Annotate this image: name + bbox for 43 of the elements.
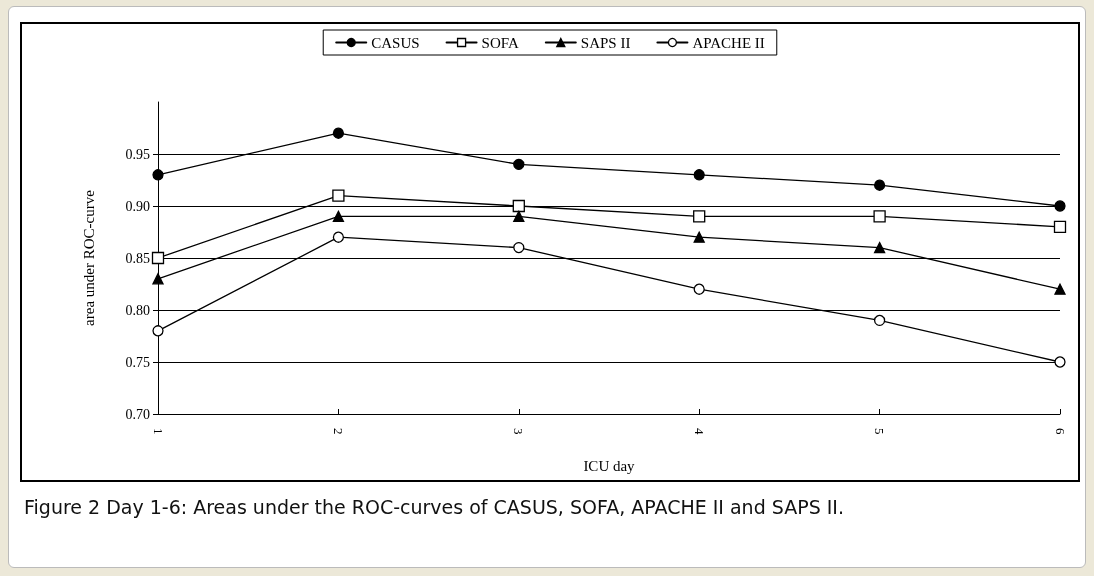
point xyxy=(151,251,165,265)
point xyxy=(513,241,525,254)
x-tick-label: 6 xyxy=(1052,428,1068,435)
point xyxy=(513,210,525,223)
x-tick-label: 3 xyxy=(511,428,527,435)
point xyxy=(1053,220,1067,233)
point xyxy=(152,325,164,337)
y-tick-label: 0.95 xyxy=(125,146,150,162)
point xyxy=(332,189,345,202)
point xyxy=(693,231,705,243)
legend-label: APACHE II xyxy=(692,34,765,51)
point xyxy=(152,169,164,181)
point xyxy=(873,210,886,223)
x-tick-label: 4 xyxy=(691,428,707,435)
y-axis-title: area under ROC-curve xyxy=(80,189,97,326)
point xyxy=(332,210,345,223)
point xyxy=(1054,200,1066,212)
y-tick-label: 0.70 xyxy=(125,406,150,422)
point xyxy=(693,169,705,181)
y-tick-label: 0.85 xyxy=(125,250,150,266)
point xyxy=(873,179,886,191)
point xyxy=(873,314,886,327)
y-tick-label: 0.90 xyxy=(125,198,150,214)
caption: Figure 2 Day 1-6: Areas under the ROC-curves of CASUS, SOFA, APACHE II and SAPS II. xyxy=(24,495,845,520)
x-tick-label: 1 xyxy=(150,428,166,435)
point xyxy=(693,283,705,295)
legend-label: CASUS xyxy=(371,34,420,51)
point xyxy=(1054,356,1066,368)
y-tick-label: 0.75 xyxy=(125,354,150,370)
point xyxy=(152,273,164,285)
point xyxy=(332,127,345,139)
point xyxy=(1054,283,1066,295)
point xyxy=(693,210,706,223)
point xyxy=(332,231,345,243)
legend-label: SOFA xyxy=(481,34,519,51)
point xyxy=(513,158,525,171)
x-tick-label: 2 xyxy=(330,428,346,435)
point xyxy=(512,199,525,213)
y-tick-label: 0.80 xyxy=(125,302,150,318)
x-tick-label: 5 xyxy=(872,428,888,435)
legend-label: SAPS II xyxy=(580,34,631,51)
x-axis-title: ICU day xyxy=(583,457,636,474)
point xyxy=(873,241,886,254)
